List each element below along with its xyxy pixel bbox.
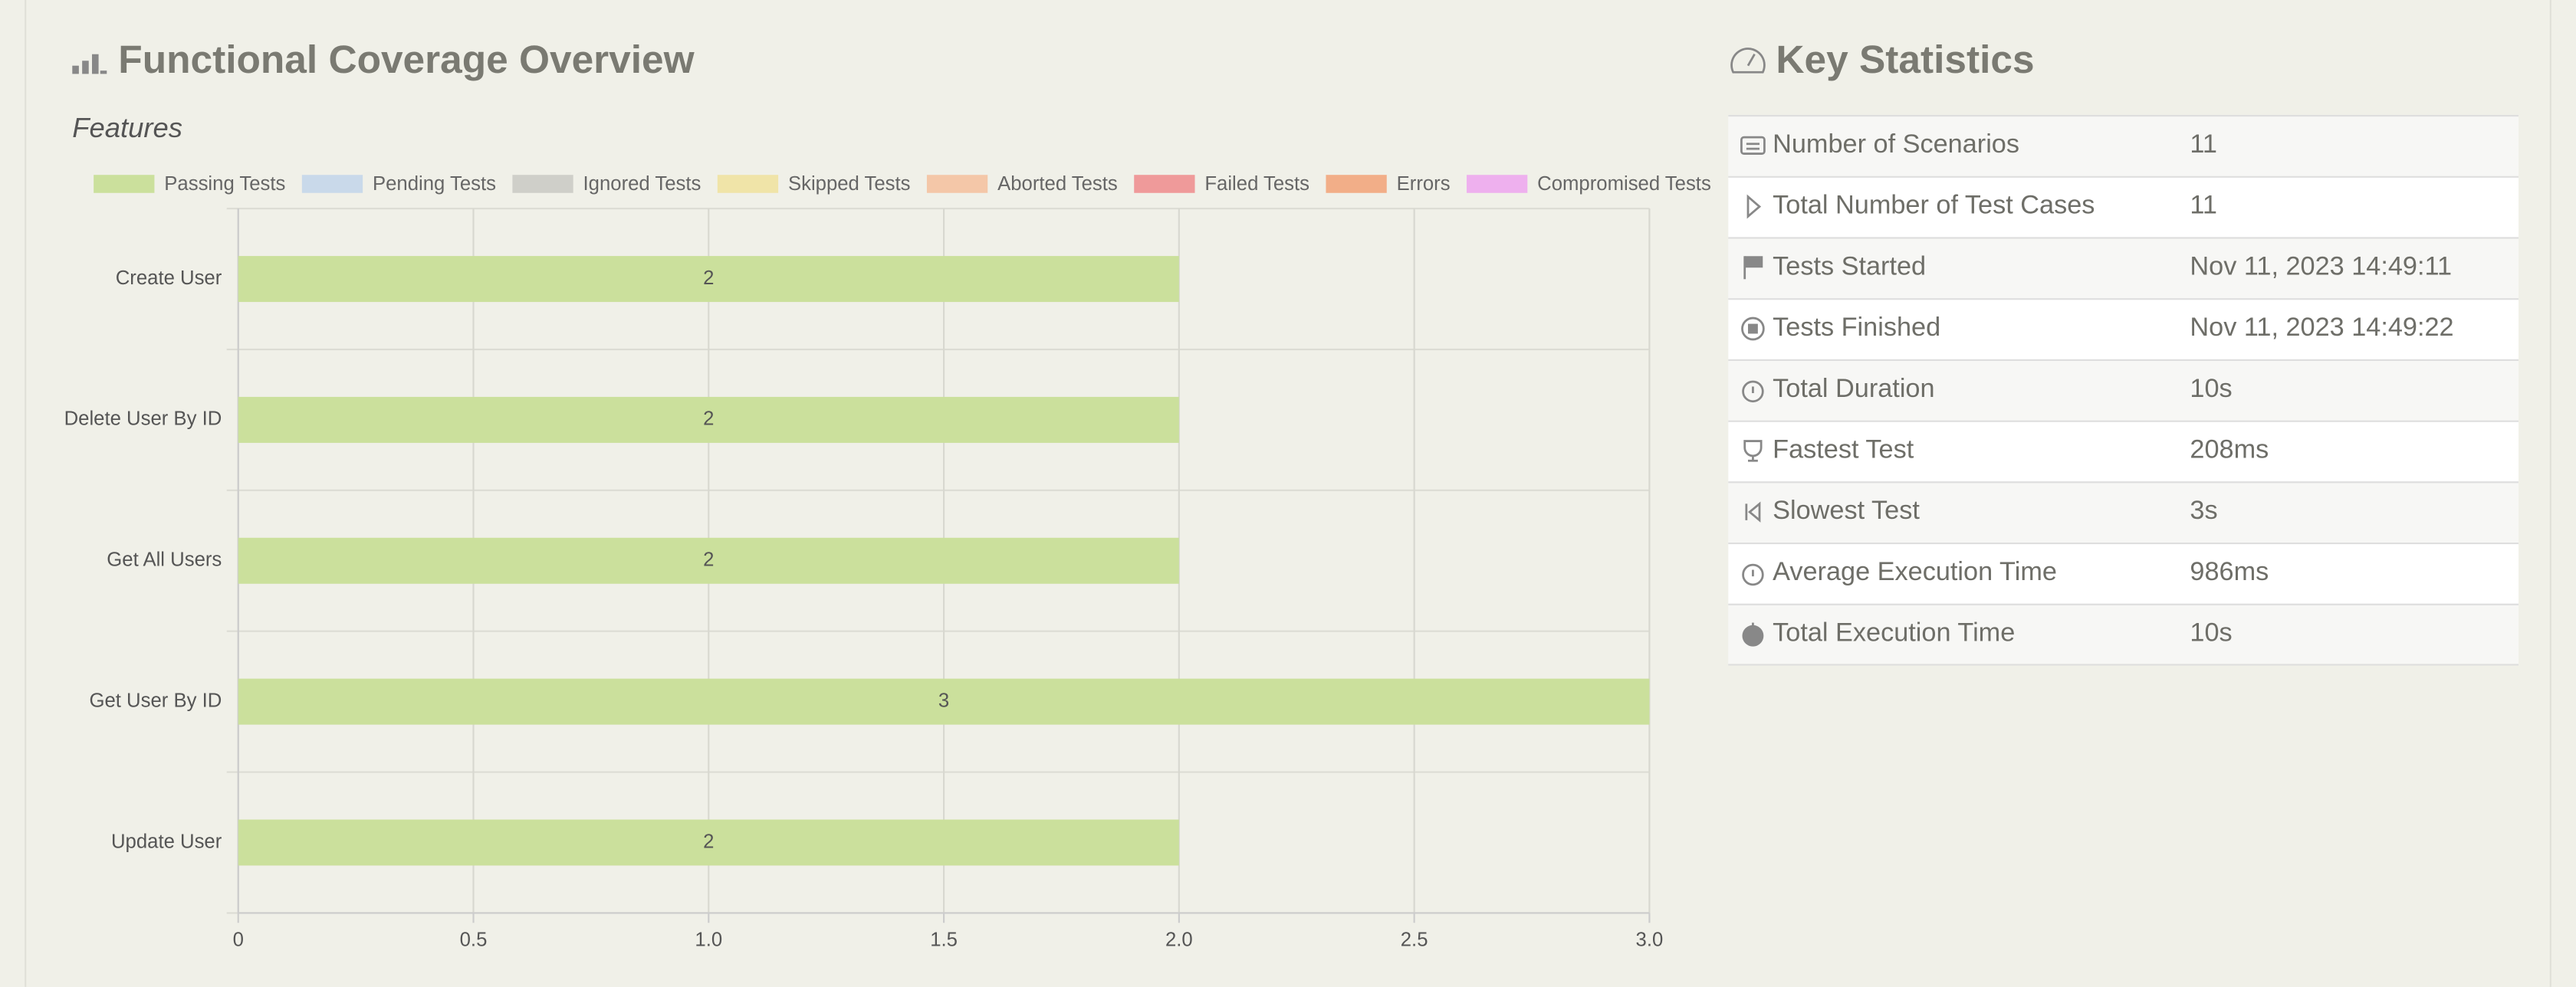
y-tick-label: Get All Users <box>107 549 222 571</box>
chart-title: Features <box>72 112 182 143</box>
legend-label: Compromised Tests <box>1537 173 1711 195</box>
table-row <box>1728 420 2518 482</box>
table-row <box>1728 237 2518 299</box>
table-row <box>1728 603 2518 665</box>
stat-value: 11 <box>2190 191 2217 220</box>
icon <box>1746 194 1762 219</box>
x-tick-label: 2.0 <box>1165 930 1193 951</box>
statistics-table: Number of Scenarios 11 Total Number of Tes… <box>1728 114 2518 666</box>
row-icon <box>1746 194 1762 219</box>
bar-value-label: 2 <box>703 408 714 430</box>
bar-value-label: 2 <box>703 549 714 571</box>
stat-label: Total Number of Test Cases <box>1773 191 2095 220</box>
stat-value: Nov 11, 2023 14:49:11 <box>2190 251 2452 280</box>
table-row <box>1728 114 2518 176</box>
table-row <box>1728 298 2518 359</box>
icon <box>1747 323 1758 334</box>
stat-value: 10s <box>2190 374 2232 403</box>
icon <box>1742 625 1764 647</box>
y-tick-label: Update User <box>111 831 222 852</box>
legend-label: Passing Tests <box>164 173 285 195</box>
bar <box>238 396 1179 443</box>
icon <box>1741 316 1765 341</box>
table-row <box>1728 542 2518 604</box>
legend-label: Errors <box>1397 173 1451 195</box>
legend-swatch <box>926 175 988 193</box>
legend-label: Ignored Tests <box>583 173 702 195</box>
stats-icon <box>1730 48 1766 74</box>
x-tick-label: 2.5 <box>1401 930 1428 951</box>
stat-value: Nov 11, 2023 14:49:22 <box>2190 313 2453 342</box>
table-row <box>1728 175 2518 238</box>
stat-label: Total Execution Time <box>1773 618 2015 648</box>
plot: 0 0.5 1.0 1.5 2.0 2.5 3.0 Create User 2 Delete Us… <box>64 173 1711 951</box>
legend-swatch <box>1134 175 1195 193</box>
bar <box>238 256 1179 303</box>
section-title: Functional Coverage Overview <box>118 37 695 81</box>
row-icon <box>1745 501 1761 523</box>
legend-swatch <box>512 175 573 193</box>
stat-value: 3s <box>2190 496 2217 525</box>
table-row <box>1728 481 2518 543</box>
row-icon <box>1742 563 1764 586</box>
icon <box>1745 501 1761 523</box>
legend-swatch <box>94 175 155 193</box>
legend-swatch <box>301 175 363 193</box>
legend-swatch <box>1467 175 1528 193</box>
x-tick-label: 0 <box>233 930 244 951</box>
icon <box>1740 136 1766 155</box>
legend-label: Failed Tests <box>1204 173 1309 195</box>
stat-value: 208ms <box>2190 434 2269 464</box>
stat-label: Fastest Test <box>1773 434 1914 464</box>
table-row <box>1728 359 2518 421</box>
row-icon <box>1741 316 1765 341</box>
x-tick-label: 1.0 <box>695 930 722 951</box>
stat-label: Number of Scenarios <box>1773 130 2019 159</box>
row-icon <box>1742 380 1764 403</box>
bar-value-label: 2 <box>703 831 714 852</box>
stat-label: Tests Started <box>1773 251 1926 280</box>
y-tick-label: Get User By ID <box>89 690 222 711</box>
stat-label: Slowest Test <box>1773 496 1920 525</box>
section-title: Key Statistics <box>1776 37 2034 81</box>
bar-value-label: 3 <box>938 690 949 711</box>
coverage-icon <box>72 54 107 74</box>
stat-value: 11 <box>2190 130 2217 159</box>
icon <box>1742 380 1764 403</box>
legend-swatch <box>717 175 779 193</box>
row-icon <box>1743 256 1763 280</box>
icon <box>1744 256 1763 268</box>
row-icon <box>1740 136 1766 155</box>
icon <box>1742 563 1764 586</box>
bar <box>238 678 1650 725</box>
stat-label: Total Duration <box>1773 374 1934 403</box>
legend-label: Skipped Tests <box>788 173 911 195</box>
stat-value: 986ms <box>2190 557 2269 586</box>
y-tick-label: Create User <box>116 267 222 289</box>
icon <box>1743 440 1763 462</box>
legend-label: Pending Tests <box>373 173 496 195</box>
stat-label: Average Execution Time <box>1773 557 2057 586</box>
x-tick-label: 0.5 <box>460 930 488 951</box>
stat-value: 10s <box>2190 618 2232 648</box>
bar-value-label: 2 <box>703 267 714 289</box>
x-tick-label: 1.5 <box>930 930 958 951</box>
x-tick-label: 3.0 <box>1636 930 1664 951</box>
row-icon <box>1743 440 1763 462</box>
bar <box>238 819 1179 866</box>
legend-label: Aborted Tests <box>997 173 1118 195</box>
y-tick-label: Delete User By ID <box>64 408 222 430</box>
legend-swatch <box>1326 175 1387 193</box>
row-icon <box>1742 622 1764 647</box>
bar <box>238 537 1179 584</box>
stat-label: Tests Finished <box>1773 313 1940 342</box>
